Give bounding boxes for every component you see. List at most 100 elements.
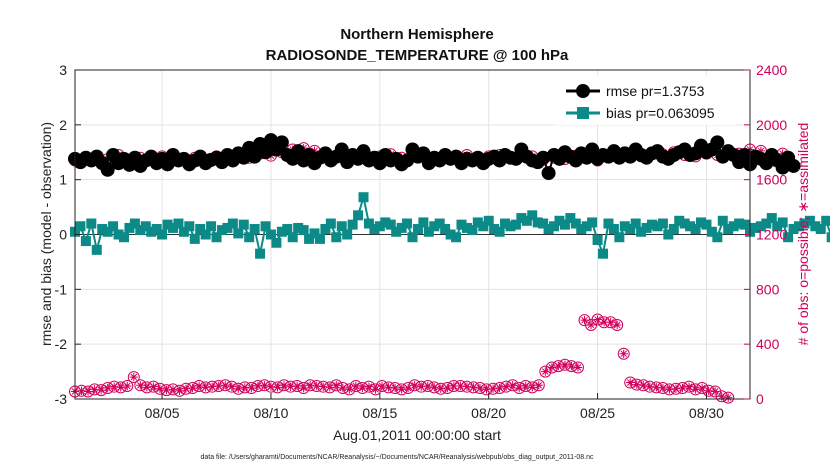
bias-point <box>461 222 472 233</box>
obs-assimilated-point <box>266 382 276 391</box>
obs-assimilated-point <box>554 361 563 371</box>
obs-assimilated-point <box>580 315 589 325</box>
bias-point <box>276 226 287 237</box>
obs-possible-point <box>696 382 709 395</box>
bias-point <box>140 221 151 232</box>
obs-assimilated-point <box>358 383 367 393</box>
bias-point <box>358 192 369 203</box>
obs-assimilated-point <box>671 384 681 393</box>
bias-point <box>418 217 429 228</box>
bias-point <box>478 221 489 232</box>
bias-point <box>663 229 674 240</box>
obs-assimilated-point <box>521 381 530 391</box>
obs-assimilated-point <box>77 386 86 395</box>
bias-point <box>195 224 206 235</box>
bias-point <box>146 226 157 237</box>
bias-point <box>674 215 685 226</box>
obs-assimilated-point <box>403 383 413 393</box>
bias-point <box>97 224 108 235</box>
bias-point <box>559 219 570 230</box>
bias-point <box>603 218 614 229</box>
rmse-point <box>274 135 289 150</box>
obs-assimilated-point <box>599 318 609 327</box>
obs-possible-point <box>591 313 604 326</box>
obs-assimilated-point <box>397 385 406 394</box>
obs-possible-point <box>82 385 95 398</box>
obs-assimilated-point <box>514 383 524 393</box>
obs-assimilated-point <box>96 385 106 395</box>
obs-assimilated-point <box>181 384 191 393</box>
bias-point <box>516 213 527 224</box>
bias-point <box>793 221 804 232</box>
bias-point <box>249 224 260 235</box>
obs-assimilated-point <box>495 383 504 393</box>
obs-assimilated-point <box>299 383 308 393</box>
bias-point <box>679 218 690 229</box>
bias-point <box>222 222 233 233</box>
obs-assimilated-point <box>390 383 400 393</box>
bias-point <box>184 221 195 232</box>
obs-assimilated-point <box>449 381 459 391</box>
bias-point <box>554 215 565 226</box>
legend-rmse-marker <box>576 84 590 98</box>
obs-possible-point <box>683 380 696 393</box>
axis-ticks: -3 -2 -1 0 1 2 3 0 400 800 1200 1600 2000 2400 08/05 08… <box>55 62 788 421</box>
bias-point <box>728 221 739 232</box>
chart-title-line1: Northern Hemisphere <box>340 26 493 43</box>
bias-point <box>320 224 331 235</box>
bias-point <box>538 218 549 229</box>
obs-possible-point <box>617 347 630 360</box>
bias-point <box>391 226 402 237</box>
bias-point <box>233 228 244 239</box>
obs-assimilated-point <box>247 383 256 393</box>
bias-point <box>505 221 516 232</box>
y-tick-label-left: -2 <box>55 336 68 352</box>
bias-point <box>227 218 238 229</box>
bias-point <box>772 221 783 232</box>
bias-point <box>625 224 636 235</box>
obs-assimilated-point <box>207 382 217 391</box>
bias-point <box>734 218 745 229</box>
obs-possible-point <box>271 381 284 394</box>
rmse-point <box>334 142 349 157</box>
obs-assimilated-point <box>691 385 700 394</box>
bias-point <box>342 229 353 240</box>
x-tick-label: 08/05 <box>145 405 180 421</box>
obs-possible-point <box>186 382 199 395</box>
bias-point <box>440 224 451 235</box>
bias-point <box>598 248 609 259</box>
obs-assimilated-point <box>279 381 289 390</box>
obs-assimilated-point <box>423 381 432 391</box>
obs-assimilated-point <box>593 315 602 324</box>
bias-point <box>826 232 830 243</box>
obs-possible-point <box>245 382 258 395</box>
bias-point <box>216 225 227 236</box>
bias-point <box>723 224 734 235</box>
obs-assimilated-point <box>697 383 707 393</box>
x-tick-label: 08/30 <box>689 405 724 421</box>
bias-point <box>108 221 119 232</box>
rmse-point <box>247 149 262 164</box>
obs-assimilated-point <box>541 367 550 376</box>
obs-possible-point <box>134 379 147 392</box>
obs-possible-point <box>147 380 160 393</box>
x-tick-label: 08/20 <box>471 405 506 421</box>
obs-possible-point <box>173 384 186 397</box>
obs-assimilated-point <box>456 381 465 391</box>
obs-assimilated-point <box>704 386 713 395</box>
obs-assimilated-point <box>573 363 583 372</box>
bias-point <box>788 224 799 235</box>
obs-possible-point <box>513 382 526 395</box>
bias-point <box>211 232 222 243</box>
bias-point <box>701 219 712 230</box>
bias-point <box>407 232 418 243</box>
obs-assimilated-point <box>756 146 766 156</box>
bias-point <box>113 229 124 240</box>
obs-assimilated-point <box>678 383 687 393</box>
obs-assimilated-point <box>508 381 517 390</box>
obs-assimilated-point <box>201 383 210 392</box>
bias-point <box>325 218 336 229</box>
obs-assimilated-point <box>547 363 557 372</box>
